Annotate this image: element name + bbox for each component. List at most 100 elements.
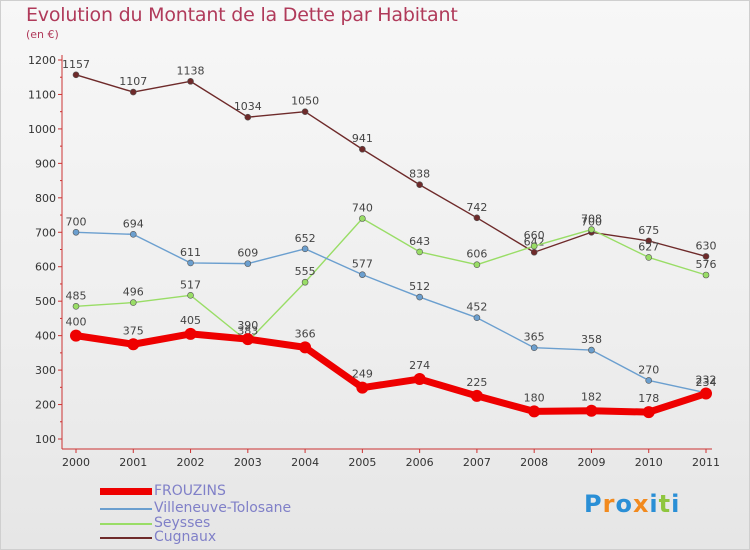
data-point-cugnaux bbox=[530, 248, 538, 256]
data-point-frouzins bbox=[528, 405, 541, 418]
data-point-cugnaux bbox=[473, 214, 481, 222]
data-point-villeneuve-tolosane bbox=[244, 260, 252, 267]
logo-letter: o bbox=[615, 490, 633, 518]
legend-label-cugnaux: Cugnaux bbox=[154, 529, 217, 545]
y-tick-label: 400 bbox=[35, 330, 56, 343]
y-tick-label: 1100 bbox=[28, 88, 56, 101]
data-label-frouzins: 274 bbox=[409, 359, 430, 372]
data-point-frouzins bbox=[127, 338, 140, 351]
y-tick-label: 900 bbox=[35, 157, 56, 170]
legend-item-cugnaux: Cugnaux bbox=[100, 529, 360, 545]
data-label-frouzins: 400 bbox=[66, 316, 87, 329]
chart-title: Evolution du Montant de la Dette par Hab… bbox=[26, 4, 458, 26]
data-point-frouzins bbox=[70, 329, 82, 342]
data-label-cugnaux: 1034 bbox=[234, 100, 262, 113]
y-tick-label: 500 bbox=[35, 295, 56, 308]
data-label-seysses: 517 bbox=[180, 278, 201, 291]
data-label-villeneuve-tolosane: 652 bbox=[295, 232, 316, 245]
data-label-seysses: 383 bbox=[237, 324, 258, 337]
data-label-cugnaux: 675 bbox=[638, 224, 659, 237]
data-point-frouzins bbox=[241, 333, 254, 346]
logo-letter: P bbox=[584, 490, 603, 518]
data-label-frouzins: 178 bbox=[638, 392, 659, 405]
legend-item-seysses: Seysses bbox=[100, 515, 360, 531]
data-label-frouzins: 225 bbox=[466, 376, 487, 389]
data-label-villeneuve-tolosane: 358 bbox=[581, 333, 602, 346]
data-label-cugnaux: 1050 bbox=[291, 95, 319, 108]
data-point-frouzins bbox=[700, 387, 712, 400]
x-tick-label: 2011 bbox=[692, 456, 720, 469]
data-label-villeneuve-tolosane: 512 bbox=[409, 280, 430, 293]
legend-item-frouzins: FROUZINS bbox=[100, 483, 360, 499]
data-label-cugnaux: 838 bbox=[409, 168, 430, 181]
data-point-seysses bbox=[301, 278, 309, 286]
data-point-frouzins bbox=[299, 341, 312, 354]
data-point-villeneuve-tolosane bbox=[588, 346, 595, 354]
legend-label-seysses: Seysses bbox=[154, 515, 211, 531]
data-label-seysses: 606 bbox=[466, 248, 487, 261]
y-tick-label: 1200 bbox=[28, 54, 56, 67]
legend-label-villeneuve-tolosane: Villeneuve-Tolosane bbox=[154, 500, 292, 516]
proxiti-logo: Proxiti bbox=[584, 490, 680, 518]
data-label-cugnaux: 941 bbox=[352, 132, 373, 145]
series-line-villeneuve-tolosane bbox=[75, 231, 707, 394]
logo-letter: i bbox=[649, 490, 659, 518]
data-point-frouzins bbox=[184, 327, 197, 340]
data-label-cugnaux: 630 bbox=[696, 239, 717, 252]
data-point-villeneuve-tolosane bbox=[645, 377, 653, 384]
data-label-seysses: 643 bbox=[409, 235, 430, 248]
legend-label-frouzins: FROUZINS bbox=[154, 483, 226, 499]
data-point-cugnaux bbox=[702, 253, 710, 260]
data-point-villeneuve-tolosane bbox=[359, 271, 366, 278]
data-label-villeneuve-tolosane: 609 bbox=[237, 247, 258, 260]
data-point-villeneuve-tolosane bbox=[416, 293, 423, 301]
data-label-villeneuve-tolosane: 694 bbox=[123, 217, 144, 230]
x-tick-label: 2010 bbox=[635, 456, 663, 469]
x-tick-label: 2007 bbox=[463, 456, 491, 469]
data-point-seysses bbox=[416, 248, 423, 256]
logo-letter: r bbox=[602, 490, 616, 518]
data-label-frouzins: 180 bbox=[524, 391, 545, 404]
x-tick-label: 2009 bbox=[577, 456, 605, 469]
data-label-seysses: 708 bbox=[581, 213, 602, 226]
data-label-villeneuve-tolosane: 234 bbox=[696, 376, 717, 389]
data-label-frouzins: 232 bbox=[696, 374, 717, 387]
data-point-seysses bbox=[359, 215, 366, 222]
y-tick-label: 1000 bbox=[28, 123, 56, 136]
data-point-frouzins bbox=[470, 389, 483, 402]
data-label-cugnaux: 742 bbox=[466, 201, 487, 214]
data-label-seysses: 660 bbox=[524, 229, 545, 242]
data-label-villeneuve-tolosane: 611 bbox=[180, 246, 201, 259]
data-point-seysses bbox=[473, 261, 481, 268]
data-point-seysses bbox=[588, 226, 595, 233]
logo-letter: i bbox=[671, 490, 681, 518]
x-tick-label: 2001 bbox=[119, 456, 147, 469]
data-label-villeneuve-tolosane: 577 bbox=[352, 258, 373, 271]
data-point-seysses bbox=[187, 292, 194, 299]
data-point-cugnaux bbox=[359, 145, 366, 153]
data-point-villeneuve-tolosane bbox=[301, 245, 309, 253]
data-point-cugnaux bbox=[244, 113, 252, 121]
data-label-cugnaux: 1107 bbox=[119, 75, 147, 88]
data-point-cugnaux bbox=[129, 88, 137, 96]
data-point-seysses bbox=[530, 242, 538, 250]
x-tick-label: 2003 bbox=[234, 456, 262, 469]
data-point-frouzins bbox=[585, 404, 598, 417]
x-tick-label: 2002 bbox=[177, 456, 205, 469]
data-point-villeneuve-tolosane bbox=[129, 231, 137, 238]
legend-swatch-frouzins bbox=[100, 488, 152, 495]
x-tick-label: 2005 bbox=[348, 456, 376, 469]
x-tick-label: 2008 bbox=[520, 456, 548, 469]
data-label-frouzins: 182 bbox=[581, 391, 602, 404]
data-label-seysses: 627 bbox=[638, 240, 659, 253]
data-point-seysses bbox=[72, 303, 80, 310]
data-label-cugnaux: 700 bbox=[581, 215, 602, 228]
data-label-villeneuve-tolosane: 365 bbox=[524, 331, 545, 344]
data-point-villeneuve-tolosane bbox=[72, 228, 80, 236]
y-tick-label: 300 bbox=[35, 364, 56, 377]
legend-swatch-cugnaux bbox=[100, 537, 152, 539]
data-point-frouzins bbox=[642, 406, 655, 419]
y-tick-label: 600 bbox=[35, 261, 56, 274]
y-tick-label: 800 bbox=[35, 192, 56, 205]
